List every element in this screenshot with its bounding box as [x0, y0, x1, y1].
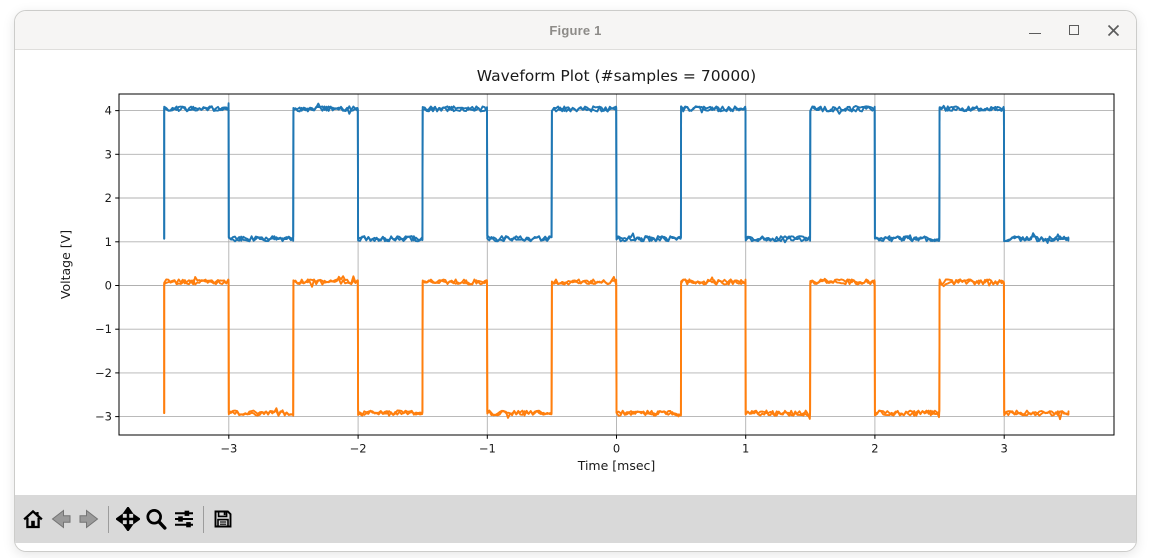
waveform-plot: −3 −2 −1 0 1 2 3 −3 −2 −1 0 1 2 3 4 Waveform Plot (#sam… [58, 67, 1115, 473]
svg-text:3: 3 [105, 147, 112, 161]
toolbar-button-zoom[interactable] [143, 501, 169, 537]
figure-window: Figure 1 −3 −2 −1 0 1 2 3 −3 −2 −1 0 1 2 3 4 Waveform P… [14, 10, 1137, 552]
maximize-button[interactable] [1065, 21, 1083, 39]
toolbar-separator [203, 505, 204, 533]
forward-arrow-icon [79, 509, 99, 529]
maximize-icon [1069, 25, 1079, 35]
svg-text:1: 1 [105, 235, 112, 249]
svg-text:0: 0 [613, 442, 620, 456]
svg-text:1: 1 [742, 442, 749, 456]
toolbar-separator [108, 505, 109, 533]
close-button[interactable] [1104, 21, 1122, 39]
window-controls [1026, 11, 1122, 49]
window-bottom-strip [15, 543, 1136, 551]
figure-canvas[interactable]: −3 −2 −1 0 1 2 3 −3 −2 −1 0 1 2 3 4 Waveform Plot (#sam… [15, 50, 1136, 495]
toolbar-button-pan[interactable] [115, 501, 141, 537]
minimize-button[interactable] [1026, 21, 1044, 39]
x-axis-label: Time [msec] [577, 458, 656, 473]
toolbar-button-configure-subplots[interactable] [171, 501, 197, 537]
pan-arrows-icon [116, 507, 140, 531]
toolbar-button-forward[interactable] [76, 501, 102, 537]
toolbar-button-home[interactable] [20, 501, 46, 537]
svg-text:2: 2 [105, 191, 112, 205]
y-axis-label: Voltage [V] [58, 230, 73, 299]
svg-text:2: 2 [871, 442, 878, 456]
titlebar[interactable]: Figure 1 [15, 11, 1136, 50]
home-icon [23, 509, 43, 529]
svg-text:−3: −3 [220, 442, 237, 456]
toolbar-button-back[interactable] [48, 501, 74, 537]
svg-text:0: 0 [105, 279, 112, 293]
toolbar-button-save[interactable] [210, 501, 236, 537]
sliders-icon [175, 510, 193, 528]
svg-text:−1: −1 [95, 322, 112, 336]
window-title: Figure 1 [549, 22, 602, 38]
close-icon [1107, 24, 1119, 36]
matplotlib-toolbar [15, 495, 1136, 543]
svg-text:−2: −2 [95, 366, 112, 380]
series-square-wave-2 [163, 275, 1070, 421]
svg-text:4: 4 [105, 104, 112, 118]
svg-text:3: 3 [1001, 442, 1008, 456]
svg-text:−1: −1 [479, 442, 496, 456]
svg-text:−3: −3 [95, 410, 112, 424]
minimize-icon [1029, 32, 1041, 35]
back-arrow-icon [51, 509, 71, 529]
floppy-disk-icon [214, 510, 232, 528]
svg-text:−2: −2 [350, 442, 367, 456]
plot-title: Waveform Plot (#samples = 70000) [477, 67, 756, 85]
series-square-wave-1 [163, 102, 1070, 244]
tick-labels: −3 −2 −1 0 1 2 3 −3 −2 −1 0 1 2 3 4 [95, 104, 1008, 456]
magnifier-icon [146, 509, 167, 530]
